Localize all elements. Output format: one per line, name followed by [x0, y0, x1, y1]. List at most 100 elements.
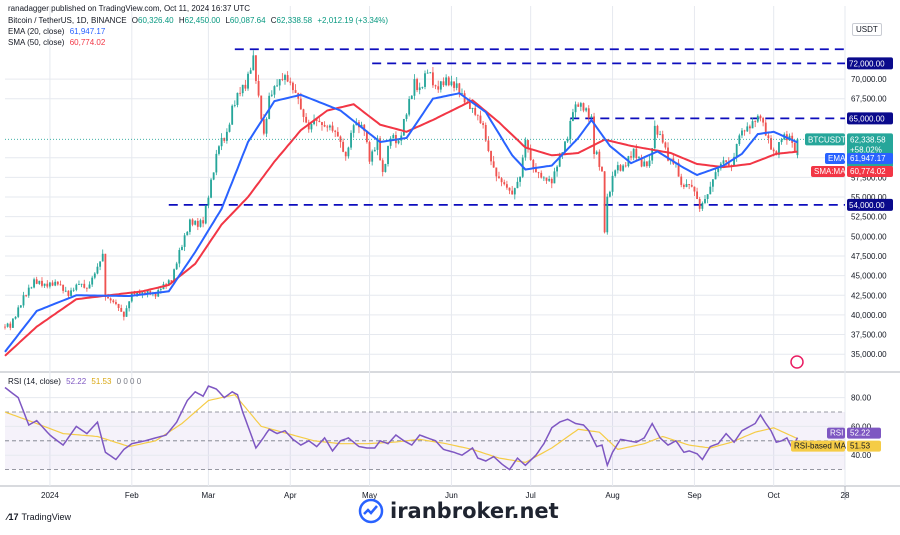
candle-body — [35, 279, 38, 284]
rsi-legend[interactable]: RSI (14, close) 52.22 51.53 0 0 0 0 — [8, 377, 141, 386]
candle-body — [595, 151, 598, 155]
rsi-legend-value: 52.22 — [66, 377, 87, 386]
candle-body — [601, 166, 603, 172]
y-tick-label: 37,500.00 — [851, 331, 887, 340]
candle-body — [112, 300, 115, 303]
candle-body — [252, 55, 255, 71]
candle-body — [780, 139, 783, 143]
candle-body — [231, 105, 234, 125]
candle-body — [48, 282, 51, 287]
candle-body — [577, 104, 580, 107]
y-tick-label: 35,000.00 — [851, 350, 887, 359]
candle-body — [426, 72, 429, 74]
candle-body — [743, 130, 746, 132]
rsi-legend-zeros: 0 0 0 0 — [116, 377, 142, 386]
candle-body — [756, 115, 759, 122]
candle-body — [64, 290, 67, 292]
candle-body — [712, 179, 714, 187]
level-price-label: 72,000.00 — [849, 59, 885, 68]
candle-body — [249, 70, 252, 74]
ohlc-open-label: O — [131, 16, 139, 25]
candle-body — [41, 280, 43, 286]
candle-body — [587, 108, 590, 118]
x-tick-label: Oct — [767, 491, 780, 500]
candle-body — [690, 184, 693, 187]
candle-body — [9, 323, 12, 328]
candle-body — [342, 141, 345, 152]
candle-body — [75, 284, 78, 290]
ema-20-line — [4, 92, 798, 353]
candle-body — [748, 126, 751, 129]
candle-body — [751, 121, 754, 129]
candle-body — [733, 156, 735, 166]
x-tick-label: 28 — [841, 491, 850, 500]
candle-body — [471, 107, 474, 109]
candle-body — [392, 135, 395, 139]
candle-body — [603, 171, 606, 233]
rsi-ma-tag — [791, 440, 845, 452]
candle-body — [402, 118, 405, 136]
candle-body — [70, 290, 72, 296]
iranbroker-text: iranbroker.net — [390, 499, 559, 523]
candle-body — [696, 191, 698, 199]
sma-50-line — [4, 99, 798, 357]
x-tick-label: 2024 — [41, 491, 59, 500]
candle-body — [318, 120, 321, 123]
currency-label: USDT — [856, 25, 878, 34]
candle-body — [43, 283, 46, 286]
candle-body — [492, 161, 495, 168]
candle-body — [548, 178, 551, 181]
candle-body — [136, 292, 138, 295]
rsi-line — [4, 385, 799, 471]
candle-body — [653, 125, 656, 149]
candle-body — [323, 124, 326, 127]
candle-body — [59, 284, 62, 286]
candle-body — [144, 292, 146, 294]
candle-body — [115, 302, 117, 304]
sma-price-tag — [847, 166, 893, 177]
candle-body — [598, 151, 601, 167]
candle-body — [56, 281, 59, 285]
candle-body — [725, 160, 728, 162]
candle-body — [260, 95, 263, 120]
candle-body — [421, 86, 424, 88]
candle-body — [455, 83, 458, 88]
candle-body — [289, 81, 292, 83]
candle-body — [255, 55, 257, 81]
tradingview-brand[interactable]: ⁄17 TradingView — [7, 512, 71, 522]
candle-body — [667, 147, 669, 161]
candle-body — [33, 279, 35, 288]
ema-legend[interactable]: EMA (20, close) 61,947.17 — [8, 27, 105, 36]
candle-body — [78, 284, 80, 285]
candle-body — [656, 125, 659, 135]
x-tick-label: Aug — [605, 491, 619, 500]
x-tick-label: Sep — [687, 491, 702, 500]
ohlc-close-label: C — [270, 16, 277, 25]
candle-body — [292, 82, 294, 91]
candle-body — [479, 115, 482, 124]
candle-body — [622, 165, 625, 171]
sma-legend[interactable]: SMA (50, close) 60,774.02 — [8, 38, 105, 47]
candle-body — [305, 116, 308, 123]
candle-body — [321, 122, 323, 125]
candle-body — [30, 287, 33, 289]
candle-body — [762, 118, 765, 123]
symbol-tag — [805, 133, 845, 146]
candle-body — [442, 81, 445, 86]
rsi-y-tick-label: 80.00 — [851, 394, 872, 403]
candle-body — [273, 86, 276, 95]
candle-body — [572, 112, 574, 121]
candle-body — [688, 184, 691, 185]
y-tick-label: 50,000.00 — [851, 232, 887, 241]
candle-body — [503, 182, 506, 185]
candle-body — [387, 145, 389, 165]
currency-button[interactable]: USDT — [852, 23, 882, 36]
candle-body — [6, 323, 9, 327]
candle-body — [146, 290, 149, 294]
candle-body — [347, 147, 350, 157]
y-tick-label: 40,000.00 — [851, 311, 887, 320]
symbol-text: Bitcoin / TetherUS, 1D, BINANCE — [8, 16, 127, 25]
candle-body — [154, 292, 157, 297]
